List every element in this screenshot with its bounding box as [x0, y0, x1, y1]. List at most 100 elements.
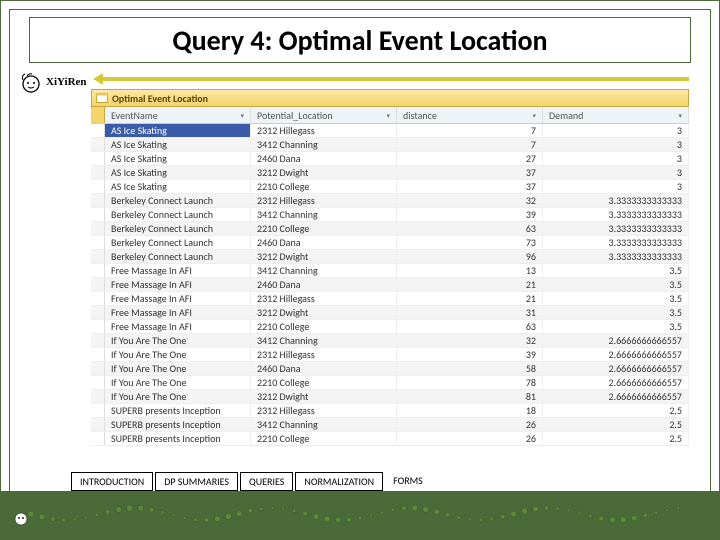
row-selector[interactable] — [91, 362, 105, 375]
row-selector[interactable] — [91, 208, 105, 221]
cell-demand: 2.5 — [543, 404, 689, 417]
row-selector[interactable] — [91, 194, 105, 207]
cell-location: 3412 Channing — [251, 208, 397, 221]
row-selector[interactable] — [91, 152, 105, 165]
dropdown-icon[interactable]: ▾ — [240, 111, 244, 120]
nav-tab[interactable]: NORMALIZATION — [295, 472, 383, 491]
table-row[interactable]: If You Are The One2460 Dana582.666666666… — [91, 362, 689, 376]
cell-distance: 96 — [397, 250, 543, 263]
row-selector[interactable] — [91, 124, 105, 137]
row-selector[interactable] — [91, 334, 105, 347]
row-selector[interactable] — [91, 166, 105, 179]
table-row[interactable]: SUPERB presents Inception3412 Channing26… — [91, 418, 689, 432]
table-row[interactable]: Berkeley Connect Launch3412 Channing393.… — [91, 208, 689, 222]
table-row[interactable]: AS Ice Skating2460 Dana273 — [91, 152, 689, 166]
cell-demand: 3.5 — [543, 320, 689, 333]
cell-distance: 32 — [397, 194, 543, 207]
row-selector[interactable] — [91, 306, 105, 319]
table-row[interactable]: SUPERB presents Inception2210 College262… — [91, 432, 689, 446]
cell-location: 2210 College — [251, 376, 397, 389]
nav-tab[interactable]: DP SUMMARIES — [155, 472, 238, 491]
cell-event: Berkeley Connect Launch — [105, 236, 251, 249]
cell-demand: 3.3333333333333 — [543, 194, 689, 207]
col-distance[interactable]: distance▾ — [397, 107, 543, 123]
nav-tab[interactable]: INTRODUCTION — [71, 472, 153, 491]
decorative-dots — [11, 499, 709, 529]
dropdown-icon[interactable]: ▾ — [678, 111, 682, 120]
row-selector[interactable] — [91, 348, 105, 361]
table-row[interactable]: AS Ice Skating3212 Dwight373 — [91, 166, 689, 180]
cell-demand: 3.5 — [543, 292, 689, 305]
table-body: AS Ice Skating2312 Hillegass73AS Ice Ska… — [91, 124, 689, 446]
table-row[interactable]: If You Are The One3412 Channing322.66666… — [91, 334, 689, 348]
cell-event: SUPERB presents Inception — [105, 404, 251, 417]
dropdown-icon[interactable]: ▾ — [386, 111, 390, 120]
table-row[interactable]: Free Massage In AFI2312 Hillegass213.5 — [91, 292, 689, 306]
cell-event: If You Are The One — [105, 348, 251, 361]
cell-event: Free Massage In AFI — [105, 278, 251, 291]
table-row[interactable]: If You Are The One2312 Hillegass392.6666… — [91, 348, 689, 362]
cell-distance: 26 — [397, 432, 543, 445]
cell-location: 2210 College — [251, 320, 397, 333]
table-row[interactable]: Berkeley Connect Launch2210 College633.3… — [91, 222, 689, 236]
row-selector[interactable] — [91, 292, 105, 305]
cell-demand: 2.6666666666557 — [543, 362, 689, 375]
row-selector[interactable] — [91, 432, 105, 445]
row-selector[interactable] — [91, 236, 105, 249]
cell-event: Berkeley Connect Launch — [105, 222, 251, 235]
cell-location: 2312 Hillegass — [251, 348, 397, 361]
table-row[interactable]: If You Are The One3212 Dwight812.6666666… — [91, 390, 689, 404]
face-icon — [19, 70, 43, 94]
nav-tab[interactable]: QUERIES — [240, 472, 293, 491]
cell-distance: 18 — [397, 404, 543, 417]
table-row[interactable]: Free Massage In AFI2210 College633.5 — [91, 320, 689, 334]
col-demand[interactable]: Demand▾ — [543, 107, 689, 123]
query-icon — [96, 92, 108, 104]
row-selector[interactable] — [91, 390, 105, 403]
cell-event: AS Ice Skating — [105, 124, 251, 137]
query-tab-header[interactable]: Optimal Event Location — [91, 89, 689, 107]
row-selector[interactable] — [91, 376, 105, 389]
dropdown-icon[interactable]: ▾ — [532, 111, 536, 120]
table-row[interactable]: SUPERB presents Inception2312 Hillegass1… — [91, 404, 689, 418]
table-row[interactable]: AS Ice Skating3412 Channing73 — [91, 138, 689, 152]
table-row[interactable]: Berkeley Connect Launch2312 Hillegass323… — [91, 194, 689, 208]
row-selector[interactable] — [91, 180, 105, 193]
row-selector[interactable] — [91, 278, 105, 291]
cell-location: 3412 Channing — [251, 264, 397, 277]
row-selector[interactable] — [91, 320, 105, 333]
cell-event: Berkeley Connect Launch — [105, 194, 251, 207]
col-location[interactable]: Potential_Location ▾ — [251, 107, 397, 123]
cell-demand: 3 — [543, 166, 689, 179]
row-selector[interactable] — [91, 264, 105, 277]
cell-demand: 3.5 — [543, 278, 689, 291]
cell-location: 3412 Channing — [251, 138, 397, 151]
cell-distance: 21 — [397, 292, 543, 305]
table-row[interactable]: AS Ice Skating2312 Hillegass73 — [91, 124, 689, 138]
row-selector[interactable] — [91, 222, 105, 235]
cell-location: 2460 Dana — [251, 236, 397, 249]
cell-distance: 7 — [397, 124, 543, 137]
row-selector[interactable] — [91, 138, 105, 151]
table-row[interactable]: Free Massage In AFI3212 Dwight313.5 — [91, 306, 689, 320]
table-row[interactable]: Berkeley Connect Launch3212 Dwight963.33… — [91, 250, 689, 264]
table-row[interactable]: If You Are The One2210 College782.666666… — [91, 376, 689, 390]
table-row[interactable]: Free Massage In AFI3412 Channing133.5 — [91, 264, 689, 278]
col-eventname[interactable]: EventName▾ — [105, 107, 251, 123]
cell-event: AS Ice Skating — [105, 152, 251, 165]
row-selector[interactable] — [91, 404, 105, 417]
table-row[interactable]: Free Massage In AFI2460 Dana213.5 — [91, 278, 689, 292]
cell-location: 2312 Hillegass — [251, 124, 397, 137]
row-selector[interactable] — [91, 418, 105, 431]
cell-event: SUPERB presents Inception — [105, 418, 251, 431]
table-row[interactable]: Berkeley Connect Launch2460 Dana733.3333… — [91, 236, 689, 250]
col-label: Potential_Location — [257, 109, 333, 122]
row-selector-header[interactable] — [91, 107, 105, 123]
brand-logo: XiYiRen — [19, 69, 89, 95]
cell-distance: 63 — [397, 222, 543, 235]
cell-demand: 2.6666666666557 — [543, 348, 689, 361]
cell-location: 2210 College — [251, 180, 397, 193]
table-row[interactable]: AS Ice Skating2210 College373 — [91, 180, 689, 194]
nav-tab[interactable]: FORMS — [385, 472, 431, 491]
row-selector[interactable] — [91, 250, 105, 263]
